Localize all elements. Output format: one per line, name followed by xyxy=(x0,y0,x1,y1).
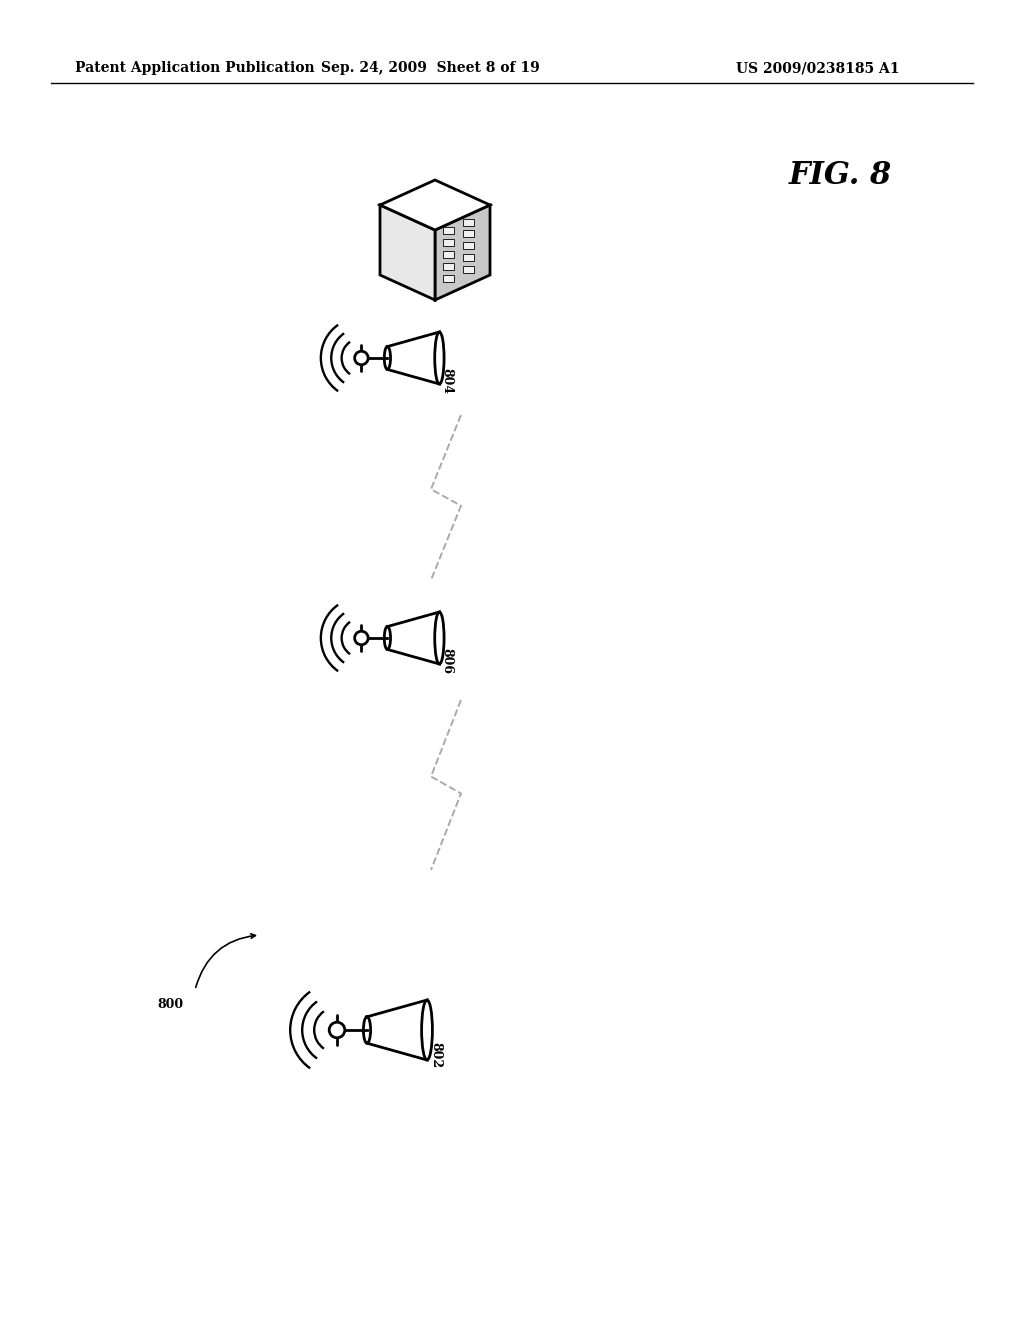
Polygon shape xyxy=(380,180,490,230)
FancyBboxPatch shape xyxy=(443,251,455,257)
FancyBboxPatch shape xyxy=(443,227,455,234)
Text: 804: 804 xyxy=(440,368,454,395)
Text: 806: 806 xyxy=(440,648,454,675)
FancyArrowPatch shape xyxy=(196,933,255,987)
Polygon shape xyxy=(380,205,435,300)
FancyBboxPatch shape xyxy=(443,275,455,282)
FancyBboxPatch shape xyxy=(443,239,455,246)
Text: 800: 800 xyxy=(157,998,183,1011)
FancyBboxPatch shape xyxy=(463,219,473,226)
Polygon shape xyxy=(387,333,439,384)
Text: FIG. 8: FIG. 8 xyxy=(788,160,892,190)
Circle shape xyxy=(354,351,369,364)
Ellipse shape xyxy=(364,1016,371,1043)
Circle shape xyxy=(329,1022,345,1038)
FancyBboxPatch shape xyxy=(463,231,473,238)
FancyBboxPatch shape xyxy=(463,255,473,261)
Ellipse shape xyxy=(384,627,390,649)
FancyBboxPatch shape xyxy=(463,267,473,273)
Ellipse shape xyxy=(435,333,444,384)
Text: Patent Application Publication: Patent Application Publication xyxy=(75,61,314,75)
FancyBboxPatch shape xyxy=(463,243,473,249)
Polygon shape xyxy=(435,205,490,300)
Ellipse shape xyxy=(384,347,390,370)
FancyBboxPatch shape xyxy=(443,263,455,271)
Ellipse shape xyxy=(435,612,444,664)
Circle shape xyxy=(354,631,369,644)
Ellipse shape xyxy=(422,1001,432,1060)
Text: Sep. 24, 2009  Sheet 8 of 19: Sep. 24, 2009 Sheet 8 of 19 xyxy=(321,61,540,75)
Text: US 2009/0238185 A1: US 2009/0238185 A1 xyxy=(736,61,900,75)
Text: 802: 802 xyxy=(429,1041,442,1068)
Polygon shape xyxy=(367,1001,427,1060)
Polygon shape xyxy=(387,612,439,664)
